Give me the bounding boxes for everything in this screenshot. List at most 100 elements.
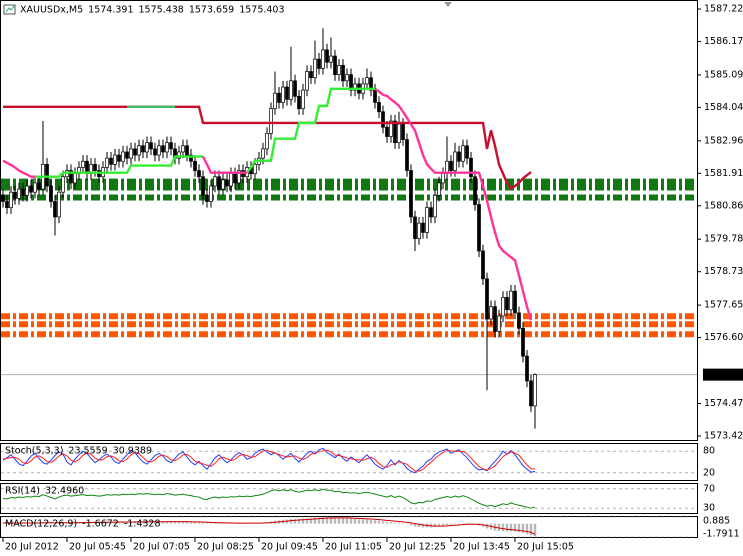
candle-body: [121, 151, 125, 162]
macd-bar: [289, 518, 293, 524]
indicator-value: -1.4328: [124, 519, 161, 530]
candle-body: [389, 120, 393, 137]
candle-body: [525, 355, 529, 382]
candle-body: [261, 148, 265, 159]
candle-body: [165, 142, 169, 153]
macd-bar: [305, 518, 309, 524]
macd-bar: [185, 521, 189, 524]
candle-body: [9, 191, 13, 209]
candle-body: [253, 163, 257, 174]
macd-bar: [417, 523, 421, 527]
x-tick-label: 20 Jul 05:45: [69, 542, 126, 553]
macd-bar: [337, 517, 341, 524]
macd-bar: [453, 523, 457, 525]
macd-bar: [529, 523, 533, 536]
candle-body: [409, 170, 413, 218]
macd-bar: [329, 517, 333, 524]
candle-body: [137, 145, 141, 156]
candle-body: [521, 327, 525, 357]
candle-body: [17, 188, 21, 199]
macd-bar: [93, 522, 97, 524]
candle-body: [365, 77, 369, 85]
y-tick-label: 1576.600: [704, 332, 743, 343]
candle-body: [133, 148, 137, 156]
indicator-line: [3, 517, 536, 535]
macd-bar: [193, 522, 197, 524]
candle-body: [349, 74, 353, 91]
candle-body: [465, 145, 469, 159]
macd-bar: [173, 521, 177, 524]
candle-body: [225, 179, 229, 187]
macd-bar: [457, 523, 461, 525]
candle-body: [413, 216, 417, 239]
headers: XAUUSDx,M5 1574.391 1575.438 1573.659 1575.4…: [5, 5, 285, 530]
macd-bar: [217, 523, 221, 524]
candle-body: [517, 312, 521, 329]
candle-body: [513, 290, 517, 314]
bid-label-box: [703, 368, 743, 381]
candle-body: [297, 95, 301, 110]
candle-body: [273, 92, 277, 110]
levels: [1, 178, 697, 376]
macd-bar: [353, 518, 357, 524]
y-tick-label: 1578.730: [704, 266, 743, 277]
candle-body: [317, 58, 321, 69]
candle-body: [341, 64, 345, 82]
candle-body: [337, 64, 341, 75]
indicator-line: [2, 488, 536, 509]
macd-bar: [461, 523, 465, 524]
macd-bar: [105, 521, 109, 524]
candle-body: [429, 207, 433, 218]
icon-frame: [3, 4, 16, 15]
macd-bar: [161, 521, 165, 524]
macd-bar: [109, 521, 113, 524]
y-tick-label: 1581.910: [704, 168, 743, 179]
candle-body: [289, 80, 293, 100]
candle-body: [113, 154, 117, 165]
close-value: 1575.403: [239, 5, 284, 16]
candle-body: [501, 297, 505, 317]
candle-body: [301, 89, 305, 110]
candle-body: [437, 182, 441, 196]
x-tick-label: 20 Jul 08:25: [197, 542, 254, 553]
indicator-value: -1.6672: [82, 519, 119, 530]
macd-bar: [153, 521, 157, 524]
shift-marker: [444, 2, 452, 7]
rsi-panel: [0, 483, 698, 514]
candle-body: [109, 157, 113, 165]
macd-bar: [101, 522, 105, 524]
candle-body: [61, 176, 65, 193]
candle-body: [425, 207, 429, 233]
candle-body: [449, 160, 453, 171]
candle-body: [369, 77, 373, 91]
macd-bar: [117, 521, 121, 524]
candle-body: [181, 145, 185, 153]
candle-body: [5, 201, 9, 209]
y-tick-label: 1573.420: [704, 430, 743, 441]
indicator-value: 23.5559: [68, 446, 107, 457]
high-value: 1575.438: [139, 5, 184, 16]
candle-body: [277, 92, 281, 103]
macd-bar: [141, 521, 145, 524]
candle-body: [477, 204, 481, 252]
candle-body: [229, 173, 233, 187]
y-tick-label: 1577.650: [704, 300, 743, 311]
candle-body: [1, 194, 5, 202]
candle-body: [53, 201, 57, 218]
candle-body: [305, 71, 309, 91]
macd-bar: [409, 523, 413, 526]
candle-body: [493, 306, 497, 332]
candle-body: [345, 74, 349, 82]
macd-bar: [309, 518, 313, 524]
candle-body: [205, 194, 209, 202]
candle-body: [377, 102, 381, 113]
macd-bar: [517, 523, 521, 532]
macd-bar: [229, 523, 233, 524]
candle-body: [401, 123, 405, 140]
x-tick-label: 20 Jul 09:45: [261, 542, 318, 553]
candle-body: [81, 160, 85, 168]
y-tick-label: 70: [703, 483, 715, 494]
x-tick-label: 20 Jul 12:25: [389, 542, 446, 553]
